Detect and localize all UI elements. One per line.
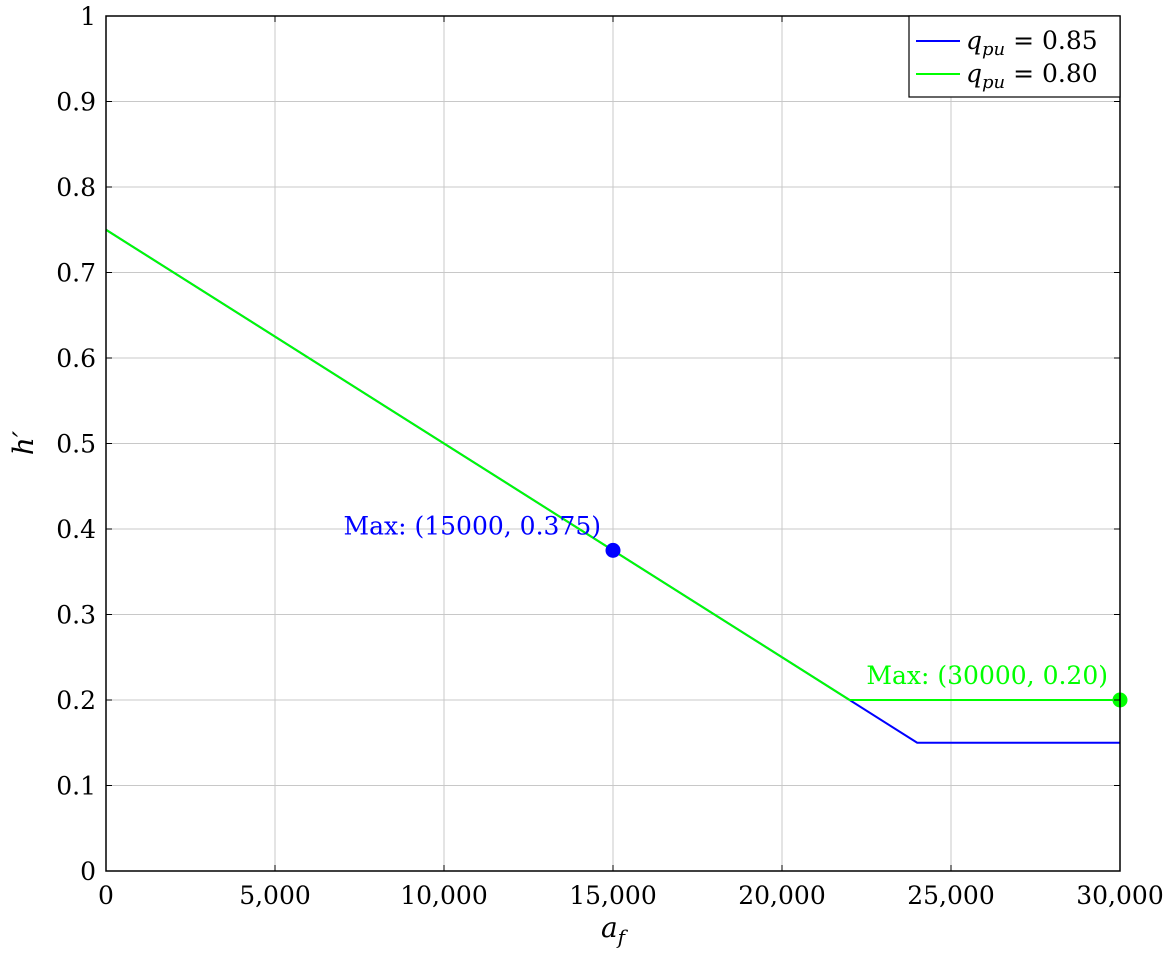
y-tick-label-1: 0.1: [56, 772, 96, 801]
x-tick-label-5: 25,000: [907, 881, 994, 910]
x-tick-label-0: 0: [98, 881, 114, 910]
legend-box: [908, 15, 1121, 98]
y-tick-label-10: 1: [80, 2, 96, 31]
x-tick-label-3: 15,000: [569, 881, 656, 910]
y-tick-label-9: 0.9: [56, 88, 96, 117]
series-lines: [105, 228, 1120, 744]
y-tick-label-5: 0.5: [56, 430, 96, 459]
annotations: Max: (15000, 0.375) Max: (30000, 0.20): [344, 511, 1108, 690]
legend-label-1: qpu = 0.80: [966, 59, 1098, 93]
y-tick-label-3: 0.3: [56, 601, 96, 630]
series-line-1: [105, 228, 1120, 701]
max-marker-0: [605, 542, 621, 558]
max-annotation-1: Max: (30000, 0.20): [866, 661, 1108, 690]
x-tick-label-4: 20,000: [738, 881, 825, 910]
x-tick-label-6: 30,000: [1076, 881, 1163, 910]
y-tick-label-2: 0.2: [56, 686, 96, 715]
y-axis-label: h′: [7, 430, 40, 455]
y-tick-label-4: 0.4: [56, 515, 96, 544]
legend-label-0: qpu = 0.85: [966, 26, 1098, 60]
max-annotation-0: Max: (15000, 0.375): [344, 511, 601, 540]
x-tick-label-1: 5,000: [239, 881, 311, 910]
y-tick-label-8: 0.8: [56, 173, 96, 202]
x-axis-label: af: [601, 911, 629, 949]
y-axis-ticks: 0 0.1 0.2 0.3 0.4 0.5 0.6 0.7 0.8 0.9 1: [56, 2, 1120, 886]
y-tick-label-6: 0.6: [56, 344, 96, 373]
y-tick-label-0: 0: [80, 857, 96, 886]
x-tick-label-2: 10,000: [400, 881, 487, 910]
x-axis-ticks: 0 5,000 10,000 15,000 20,000 25,000 30,000: [98, 16, 1164, 910]
y-tick-label-7: 0.7: [56, 259, 96, 288]
